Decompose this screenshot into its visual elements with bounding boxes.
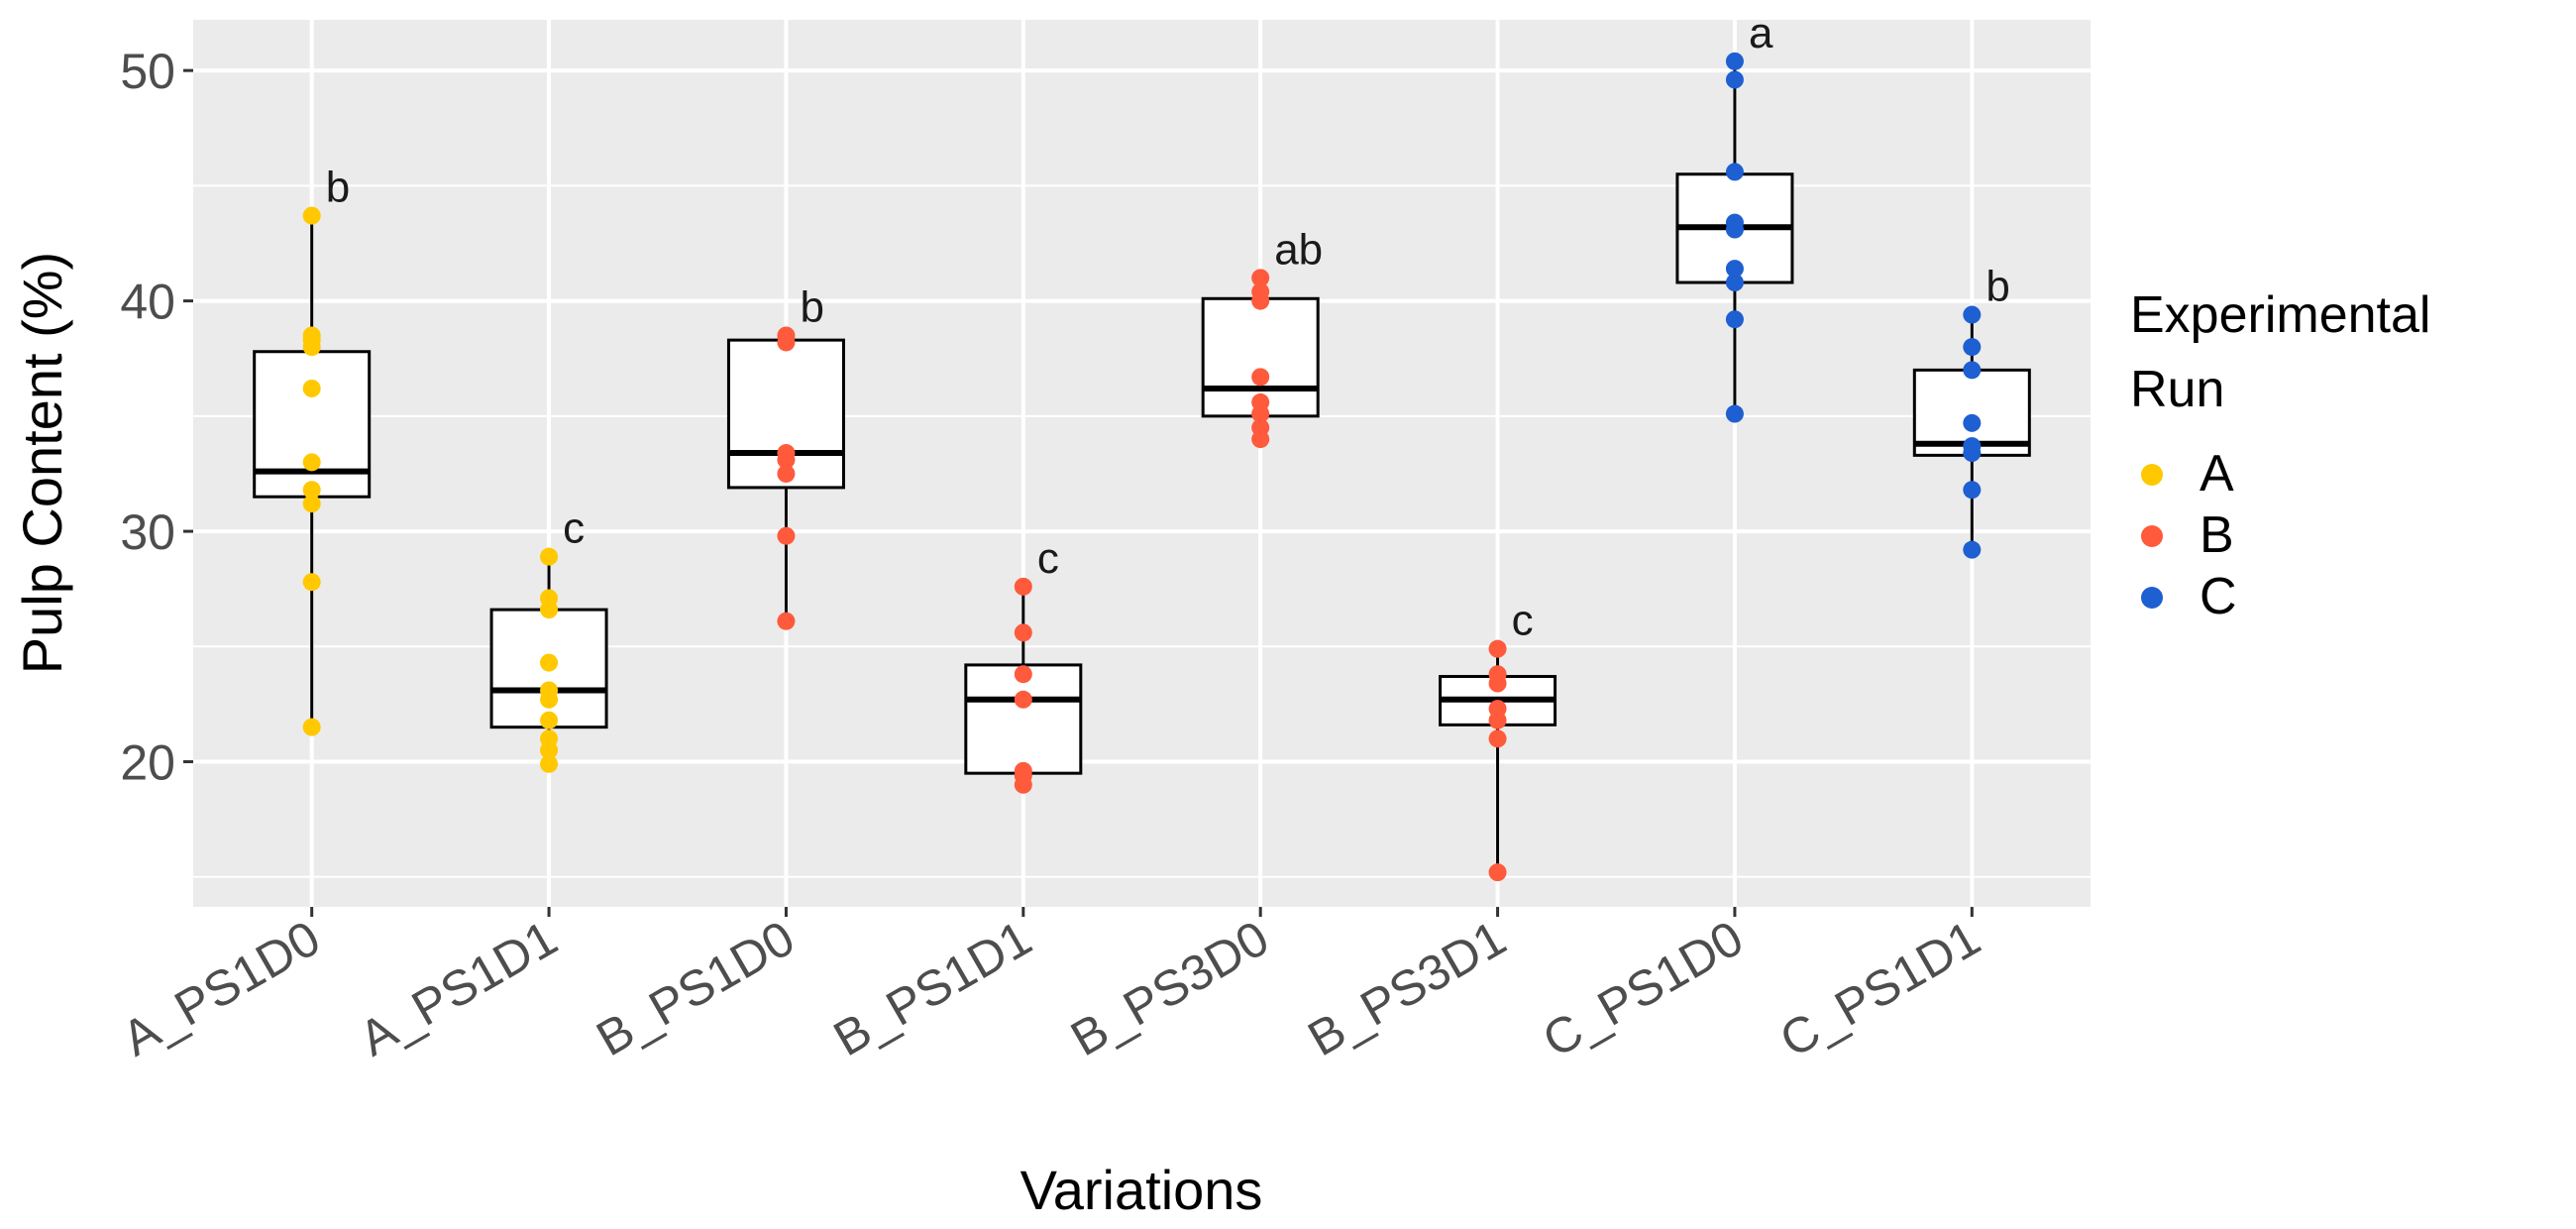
- x-tick-label: A_PS1D0: [113, 910, 329, 1066]
- data-point-A_PS1D0: [302, 481, 321, 500]
- data-point-A_PS1D1: [540, 547, 559, 566]
- data-point-A_PS1D1: [540, 653, 559, 672]
- sig-letter-B_PS3D0: ab: [1274, 225, 1323, 274]
- data-point-A_PS1D0: [302, 718, 321, 736]
- data-point-B_PS1D0: [777, 612, 796, 630]
- data-point-B_PS3D0: [1251, 368, 1270, 387]
- data-point-B_PS1D0: [777, 444, 796, 463]
- data-point-B_PS3D1: [1488, 665, 1507, 684]
- y-axis: 20 30 40 50: [120, 44, 193, 791]
- panel-background: [193, 20, 2091, 907]
- legend-title-line-2: Run: [2130, 361, 2224, 418]
- data-point-A_PS1D1: [540, 754, 559, 773]
- box-iqr: [253, 350, 372, 499]
- sig-letter-C_PS1D1: b: [1986, 263, 2009, 311]
- data-point-B_PS3D0: [1251, 418, 1270, 437]
- legend-title-line-1: Experimental: [2130, 286, 2430, 344]
- data-point-A_PS1D1: [540, 681, 559, 700]
- sig-letter-C_PS1D0: a: [1749, 9, 1773, 57]
- data-point-B_PS1D0: [777, 526, 796, 545]
- data-point-C_PS1D1: [1963, 305, 1982, 324]
- data-point-C_PS1D1: [1963, 413, 1982, 432]
- y-tick-label: 50: [120, 44, 175, 99]
- data-point-C_PS1D1: [1963, 338, 1982, 357]
- data-point-B_PS3D0: [1251, 269, 1270, 287]
- x-tick-label: B_PS1D0: [588, 910, 804, 1066]
- x-tick-label: B_PS3D0: [1062, 910, 1278, 1066]
- data-point-A_PS1D0: [302, 453, 321, 472]
- legend-entry-B: B: [2141, 506, 2234, 564]
- sig-letter-B_PS1D1: c: [1037, 534, 1059, 583]
- sig-letter-A_PS1D1: c: [563, 504, 585, 553]
- data-point-B_PS3D1: [1488, 700, 1507, 719]
- x-tick-label: A_PS1D1: [350, 910, 566, 1066]
- data-point-C_PS1D0: [1725, 404, 1744, 423]
- x-axis-title: Variations: [1020, 1159, 1263, 1221]
- legend-label-B: B: [2200, 506, 2234, 564]
- data-point-B_PS1D1: [1014, 577, 1032, 596]
- legend-key-B: [2141, 525, 2163, 547]
- x-axis: A_PS1D0 A_PS1D1 B_PS1D0 B_PS1D1 B_PS3D0 B_PS3…: [113, 907, 1989, 1068]
- data-point-C_PS1D1: [1963, 540, 1982, 559]
- x-tick-label: B_PS3D1: [1299, 910, 1515, 1066]
- points: [302, 52, 1982, 882]
- data-point-A_PS1D0: [302, 206, 321, 225]
- x-tick-label: C_PS1D0: [1534, 910, 1753, 1068]
- legend: Experimental Run ABC: [2130, 286, 2430, 625]
- data-point-C_PS1D0: [1725, 213, 1744, 232]
- data-point-B_PS3D1: [1488, 863, 1507, 882]
- data-point-B_PS3D1: [1488, 729, 1507, 748]
- data-point-B_PS3D0: [1251, 282, 1270, 301]
- data-point-A_PS1D1: [540, 729, 559, 748]
- data-point-B_PS3D0: [1251, 392, 1270, 411]
- data-point-B_PS1D1: [1014, 761, 1032, 780]
- legend-entries: ABC: [2141, 445, 2237, 625]
- legend-entry-A: A: [2141, 445, 2234, 503]
- data-point-C_PS1D0: [1725, 52, 1744, 70]
- data-point-C_PS1D0: [1725, 274, 1744, 292]
- data-point-B_PS1D0: [777, 326, 796, 345]
- data-point-B_PS1D1: [1014, 690, 1032, 709]
- data-point-A_PS1D0: [302, 573, 321, 592]
- boxes: [253, 60, 2031, 873]
- legend-key-A: [2141, 464, 2163, 486]
- sig-letter-B_PS1D0: b: [800, 282, 823, 331]
- data-point-C_PS1D0: [1725, 310, 1744, 329]
- y-axis-title: Pulp Content (%): [11, 252, 73, 674]
- data-point-C_PS1D0: [1725, 163, 1744, 181]
- data-point-A_PS1D0: [302, 379, 321, 397]
- y-tick-label: 20: [120, 735, 175, 791]
- data-point-C_PS1D1: [1963, 481, 1982, 500]
- data-point-B_PS1D1: [1014, 665, 1032, 684]
- x-tick-label: B_PS1D1: [824, 910, 1040, 1066]
- sig-letter-A_PS1D0: b: [326, 164, 350, 212]
- data-point-C_PS1D0: [1725, 70, 1744, 89]
- data-point-C_PS1D1: [1963, 437, 1982, 456]
- y-tick-label: 40: [120, 275, 175, 330]
- data-point-C_PS1D0: [1725, 260, 1744, 279]
- data-point-B_PS1D0: [777, 464, 796, 483]
- x-tick-label: C_PS1D1: [1771, 910, 1989, 1068]
- legend-label-A: A: [2200, 445, 2234, 503]
- legend-label-C: C: [2200, 568, 2237, 625]
- data-point-A_PS1D1: [540, 711, 559, 729]
- sig-letter-B_PS3D1: c: [1512, 597, 1534, 645]
- data-point-B_PS1D1: [1014, 623, 1032, 642]
- data-point-A_PS1D0: [302, 495, 321, 513]
- data-point-A_PS1D0: [302, 326, 321, 345]
- y-tick-label: 30: [120, 504, 175, 560]
- legend-key-C: [2141, 587, 2163, 609]
- data-point-A_PS1D1: [540, 589, 559, 608]
- legend-entry-C: C: [2141, 568, 2237, 625]
- data-point-B_PS3D1: [1488, 639, 1507, 658]
- data-point-C_PS1D1: [1963, 361, 1982, 380]
